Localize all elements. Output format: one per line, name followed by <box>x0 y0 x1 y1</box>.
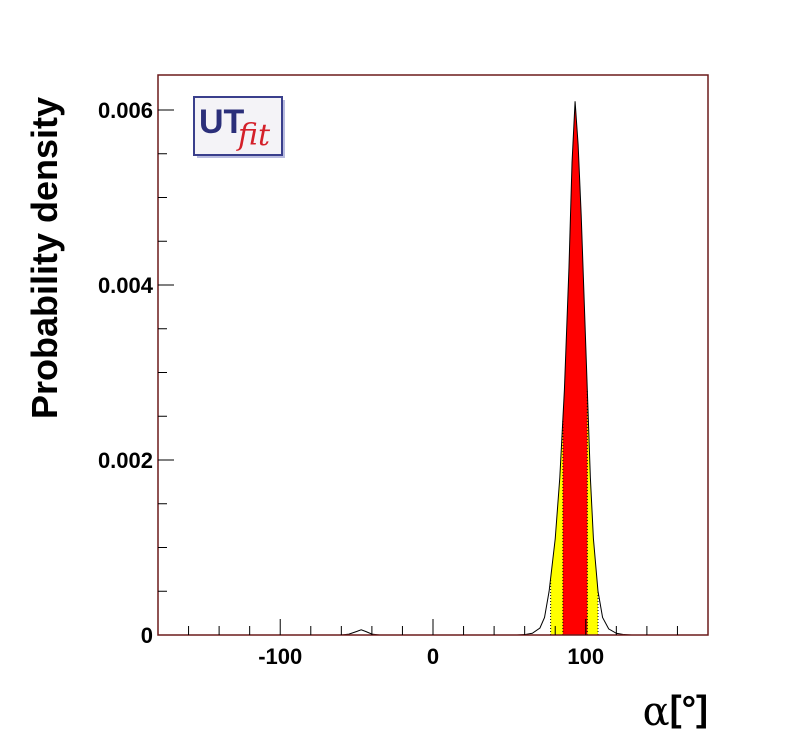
x-axis-title: α[°] <box>643 688 708 735</box>
y-tick-label: 0.006 <box>98 98 153 123</box>
y-axis-title: Probability density <box>24 97 65 419</box>
confidence-band-68 <box>562 101 588 635</box>
tick-labels: -100 0 100 0 0.002 0.004 0.006 <box>98 98 604 669</box>
y-tick-label: 0 <box>141 623 153 648</box>
y-tick-label: 0.002 <box>98 448 153 473</box>
axis-ticks <box>158 109 678 635</box>
x-axis-unit: [°] <box>670 688 708 729</box>
logo-fit-text: fit <box>236 118 271 153</box>
y-tick-label: 0.004 <box>98 273 154 298</box>
x-tick-label: -100 <box>258 644 302 669</box>
x-tick-label: 100 <box>567 644 604 669</box>
density-curve <box>158 101 708 636</box>
x-axis-symbol: α <box>643 689 670 735</box>
utfit-logo: UT fit <box>193 96 285 158</box>
plot-frame <box>157 74 709 636</box>
logo-ut-text: UT <box>199 103 245 141</box>
confidence-bands <box>550 101 599 635</box>
x-tick-label: 0 <box>427 644 439 669</box>
